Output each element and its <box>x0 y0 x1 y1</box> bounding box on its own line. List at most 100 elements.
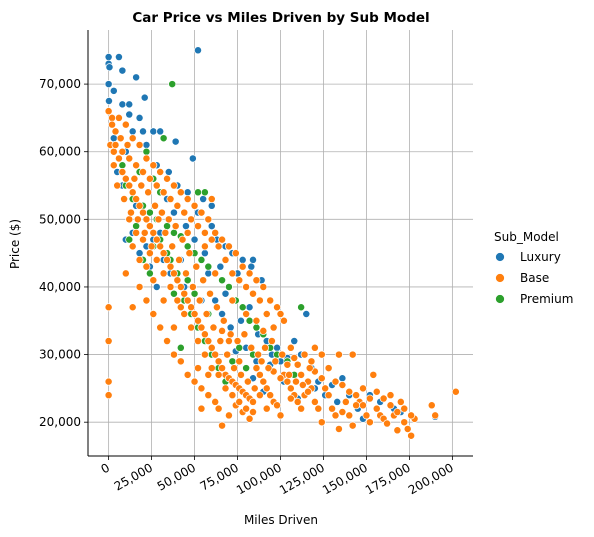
data-point <box>331 411 340 420</box>
data-point <box>372 404 381 413</box>
data-point <box>121 269 130 278</box>
data-point <box>216 262 225 271</box>
data-point <box>403 425 412 433</box>
data-point <box>194 46 202 55</box>
data-point <box>242 404 251 413</box>
data-point <box>352 391 361 400</box>
data-point <box>204 269 213 278</box>
data-point <box>249 397 257 406</box>
data-point <box>121 174 130 183</box>
data-point <box>118 147 127 156</box>
data-point <box>427 401 436 410</box>
data-point <box>159 269 168 278</box>
data-point <box>305 364 314 373</box>
data-point <box>317 418 326 427</box>
data-point <box>224 411 233 420</box>
data-point <box>197 404 206 413</box>
data-point <box>290 337 299 345</box>
data-point <box>276 310 285 318</box>
data-point <box>267 337 276 345</box>
data-point <box>334 350 343 359</box>
data-point <box>195 296 204 305</box>
x-tick-label: 175,000 <box>363 460 413 497</box>
data-point <box>252 323 261 332</box>
data-point <box>247 262 256 271</box>
data-point <box>175 255 184 264</box>
data-point <box>125 235 134 244</box>
data-point <box>400 404 409 413</box>
data-point <box>249 289 257 298</box>
data-point <box>276 411 285 420</box>
data-point <box>233 337 242 345</box>
data-point <box>159 249 168 258</box>
data-point <box>154 215 163 224</box>
data-point <box>218 235 227 244</box>
data-point <box>204 337 213 345</box>
data-point <box>114 154 123 163</box>
data-point <box>197 323 206 332</box>
data-point <box>286 343 295 352</box>
data-point <box>245 316 254 325</box>
data-point <box>237 370 245 379</box>
y-axis-ticks: 20,000 30,000 40,000 50,000 60,000 70,000 <box>39 77 88 429</box>
data-point <box>142 262 151 271</box>
data-point <box>120 195 129 203</box>
data-point <box>264 364 273 373</box>
legend-entries: Luxury Base Premium <box>495 250 573 306</box>
data-point <box>221 384 230 393</box>
data-point <box>254 350 263 359</box>
data-point <box>180 208 189 217</box>
data-point <box>176 283 185 291</box>
data-point <box>451 387 460 396</box>
data-point <box>238 303 247 312</box>
data-point <box>194 222 202 231</box>
data-point <box>152 283 161 291</box>
data-point <box>348 421 357 430</box>
data-point <box>235 343 244 352</box>
data-point <box>139 235 147 244</box>
data-point <box>224 283 233 291</box>
data-point <box>333 397 342 406</box>
data-point <box>219 316 228 325</box>
data-point <box>211 228 220 237</box>
data-point <box>118 168 127 176</box>
data-point <box>235 397 244 406</box>
data-point <box>400 418 409 427</box>
data-point <box>114 113 123 122</box>
legend-marker <box>495 273 505 283</box>
data-point <box>188 154 197 163</box>
data-point <box>149 161 158 170</box>
data-point <box>317 374 326 383</box>
data-point <box>183 296 192 305</box>
scatter-points <box>104 46 460 440</box>
data-point <box>108 113 117 122</box>
data-point <box>359 384 367 393</box>
data-point <box>386 401 395 410</box>
data-point <box>207 195 216 203</box>
data-point <box>338 408 347 416</box>
data-point <box>183 195 192 203</box>
data-point <box>207 235 216 244</box>
data-point <box>127 208 135 217</box>
data-point <box>285 370 294 379</box>
x-tick-label: 0 <box>99 460 113 476</box>
data-point <box>255 296 264 305</box>
data-point <box>169 228 178 237</box>
data-point <box>212 303 221 312</box>
data-point <box>104 107 113 116</box>
data-point <box>108 120 117 129</box>
data-point <box>166 195 175 203</box>
data-point <box>190 201 199 210</box>
data-point <box>216 337 225 345</box>
data-point <box>169 350 178 359</box>
data-point <box>200 228 209 237</box>
data-point <box>204 370 213 379</box>
data-point <box>224 242 233 251</box>
data-point <box>238 255 247 264</box>
data-point <box>135 283 144 291</box>
data-point <box>228 269 237 278</box>
data-point <box>245 269 254 278</box>
data-point <box>159 188 168 197</box>
data-point <box>168 80 177 89</box>
data-point <box>183 276 192 285</box>
